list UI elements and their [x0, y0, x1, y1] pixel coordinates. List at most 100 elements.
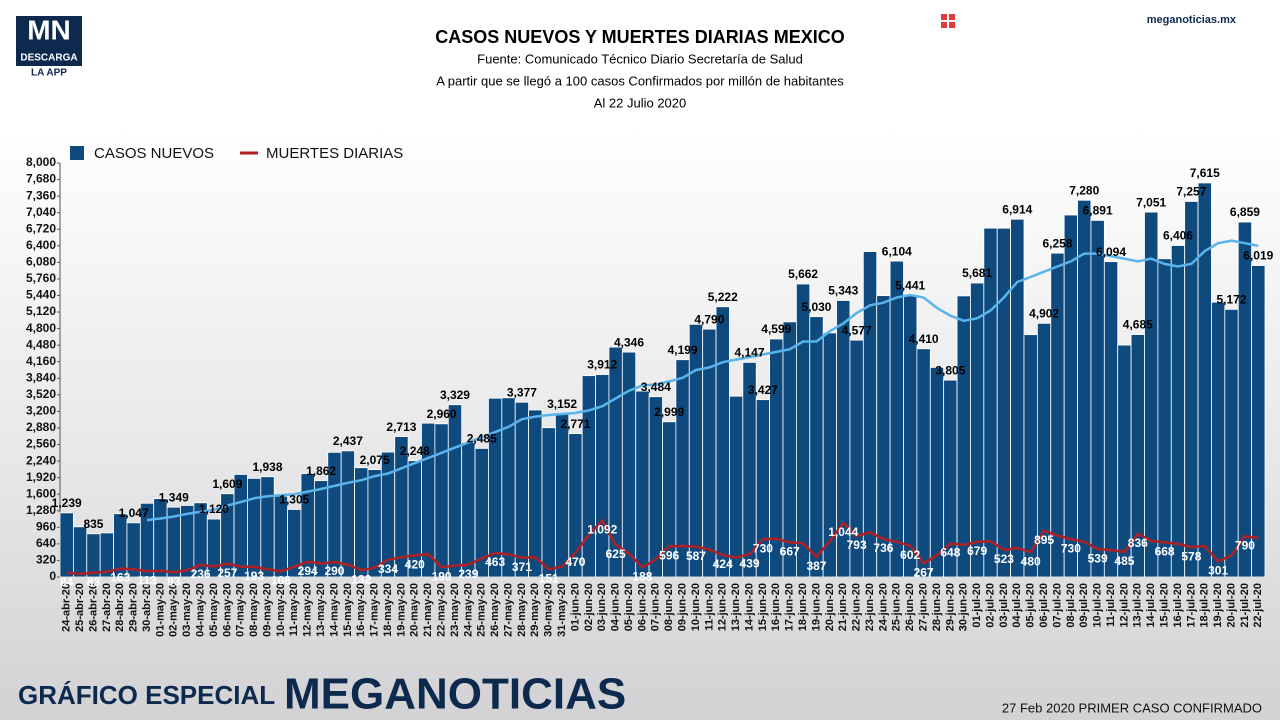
- x-tick-label: 01-jun-20: [569, 583, 581, 631]
- x-tick-label: 03-jul-20: [998, 583, 1010, 628]
- line-label: 151: [539, 571, 559, 585]
- x-tick-label: 18-may-20: [382, 583, 394, 637]
- bar-label: 6,914: [1002, 202, 1032, 216]
- line-label: 485: [1114, 554, 1134, 568]
- bar: [956, 295, 971, 578]
- logo-sub: DESCARGA: [20, 53, 77, 64]
- x-tick-label: 09-jun-20: [676, 583, 688, 631]
- x-tick-label: 22-jul-20: [1252, 583, 1264, 628]
- bar: [260, 476, 275, 578]
- y-tick-label: 1,280: [26, 503, 56, 517]
- x-tick-label: 17-may-20: [369, 583, 381, 637]
- x-tick-label: 16-jul-20: [1172, 583, 1184, 628]
- x-tick-label: 13-jun-20: [730, 583, 742, 631]
- bar-label: 3,152: [547, 397, 577, 411]
- x-tick-label: 19-jul-20: [1212, 583, 1224, 628]
- x-tick-label: 21-may-20: [422, 583, 434, 637]
- x-tick-label: 04-jul-20: [1011, 583, 1023, 628]
- bar-label: 4,790: [694, 312, 724, 326]
- bar-label: 6,104: [882, 244, 912, 258]
- legend-label: MUERTES DIARIAS: [266, 145, 403, 162]
- x-tick-label: 30-abr-20: [141, 583, 153, 632]
- bar: [876, 295, 891, 578]
- x-tick-label: 28-abr-20: [114, 583, 126, 632]
- line-label: 790: [1235, 538, 1255, 552]
- x-tick-label: 07-jul-20: [1051, 583, 1063, 628]
- bar-label: 6,406: [1163, 229, 1193, 243]
- bar-label: 1,609: [212, 477, 242, 491]
- x-tick-label: 30-jun-20: [958, 583, 970, 631]
- y-tick-label: 3,200: [26, 404, 56, 418]
- bar-label: 5,441: [895, 279, 925, 293]
- line-label: 667: [780, 545, 800, 559]
- bar: [541, 427, 556, 578]
- bar-label: 6,019: [1243, 249, 1273, 263]
- line-label: 1,044: [828, 525, 858, 539]
- y-tick-label: 4,480: [26, 337, 56, 351]
- x-tick-label: 06-may-20: [221, 583, 233, 637]
- x-tick-label: 29-may-20: [529, 583, 541, 637]
- x-tick-label: 06-jun-20: [636, 583, 648, 631]
- x-tick-label: 26-jun-20: [904, 583, 916, 631]
- bar-label: 2,485: [467, 432, 497, 446]
- icon: [941, 22, 947, 28]
- bar-label: 6,891: [1083, 204, 1113, 218]
- line: [146, 239, 1259, 522]
- x-tick-label: 10-jun-20: [690, 583, 702, 631]
- bar-label: 1,239: [52, 496, 82, 510]
- line-label: 668: [1155, 545, 1175, 559]
- bar: [675, 359, 690, 578]
- bar: [340, 450, 355, 578]
- bar: [889, 260, 904, 578]
- bar-label: 7,051: [1136, 195, 1166, 209]
- y-tick-label: 2,880: [26, 420, 56, 434]
- x-tick-label: 29-jun-20: [944, 583, 956, 631]
- y-tick-label: 320: [36, 553, 56, 567]
- bar: [795, 283, 811, 578]
- logo-sub2: LA APP: [31, 68, 67, 79]
- x-tick-label: 02-jul-20: [984, 583, 996, 628]
- x-tick-label: 31-may-20: [556, 583, 568, 637]
- icon: [949, 14, 955, 20]
- bar-label: 3,377: [507, 385, 537, 399]
- line-label: 587: [686, 549, 706, 563]
- bar-label: 4,685: [1123, 318, 1153, 332]
- bar-label: 5,030: [801, 300, 831, 314]
- bar: [996, 227, 1012, 578]
- bar: [715, 306, 730, 578]
- bar: [1197, 182, 1212, 578]
- subtitle: Fuente: Comunicado Técnico Diario Secret…: [477, 51, 803, 66]
- x-tick-label: 09-may-20: [261, 583, 273, 637]
- x-tick-label: 22-jun-20: [851, 583, 863, 631]
- x-tick-label: 07-jun-20: [650, 583, 662, 631]
- bar-label: 4,346: [614, 335, 644, 349]
- y-tick-label: 1,600: [26, 486, 56, 500]
- bar: [1103, 261, 1119, 578]
- line-label: 736: [873, 541, 893, 555]
- x-tick-label: 16-jun-20: [770, 583, 782, 631]
- line-label: 236: [191, 567, 211, 581]
- line-label: 625: [606, 547, 626, 561]
- icon: [941, 14, 947, 20]
- line-label: 239: [458, 567, 478, 581]
- y-tick-label: 6,400: [26, 238, 56, 252]
- bar: [729, 395, 744, 578]
- x-tick-label: 10-may-20: [275, 583, 287, 637]
- line: [66, 518, 1259, 576]
- x-tick-label: 08-jul-20: [1065, 583, 1077, 628]
- bar: [1157, 258, 1172, 578]
- line-label: 730: [1061, 541, 1081, 555]
- x-tick-label: 20-jul-20: [1225, 583, 1237, 628]
- bar: [59, 512, 74, 578]
- bar: [434, 423, 449, 578]
- line-label: 836: [1128, 536, 1148, 550]
- x-tick-label: 01-jul-20: [971, 583, 983, 628]
- bar: [528, 409, 543, 578]
- y-tick-label: 2,240: [26, 453, 56, 467]
- footer-left: GRÁFICO ESPECIAL: [18, 680, 275, 710]
- x-tick-label: 24-jun-20: [877, 583, 889, 631]
- x-tick-label: 02-may-20: [168, 583, 180, 637]
- bar-label: 835: [83, 517, 103, 531]
- x-tick-label: 10-jul-20: [1092, 583, 1104, 628]
